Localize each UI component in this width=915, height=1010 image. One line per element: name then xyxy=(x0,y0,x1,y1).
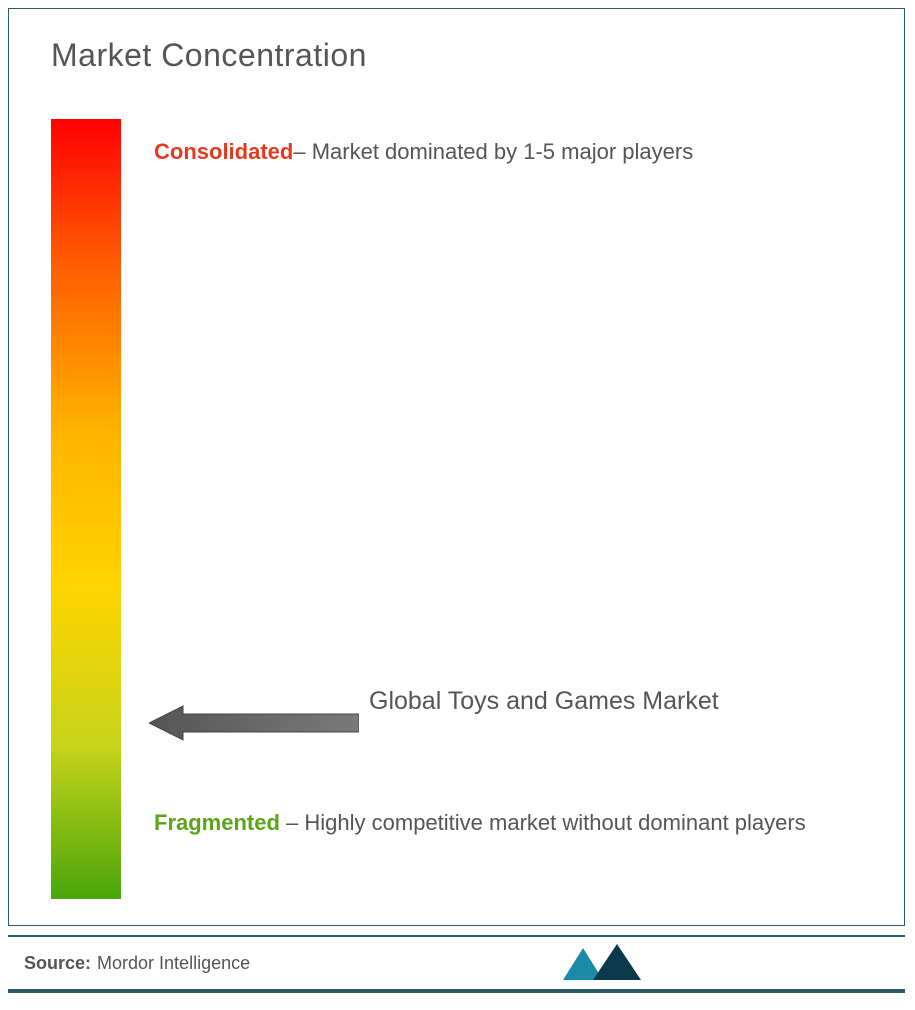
marker-arrow-icon xyxy=(149,704,359,742)
fragmented-description: – Highly competitive market without domi… xyxy=(280,810,806,835)
mordor-logo-icon xyxy=(559,942,645,984)
footer-bar: Source: Mordor Intelligence xyxy=(8,935,905,993)
title: Market Concentration xyxy=(51,37,367,74)
source-label: Source: xyxy=(24,953,91,974)
source-value: Mordor Intelligence xyxy=(97,953,250,974)
consolidated-description: – Market dominated by 1-5 major players xyxy=(293,139,693,164)
market-name-label: Global Toys and Games Market xyxy=(369,683,749,721)
consolidated-label: Consolidated xyxy=(154,139,293,164)
consolidated-annotation: Consolidated– Market dominated by 1-5 ma… xyxy=(154,139,874,165)
fragmented-label: Fragmented xyxy=(154,810,280,835)
fragmented-annotation: Fragmented – Highly competitive market w… xyxy=(154,799,874,847)
infographic-card: Market Concentration Consolidated– Marke… xyxy=(8,8,905,926)
concentration-gradient-bar xyxy=(51,119,121,899)
